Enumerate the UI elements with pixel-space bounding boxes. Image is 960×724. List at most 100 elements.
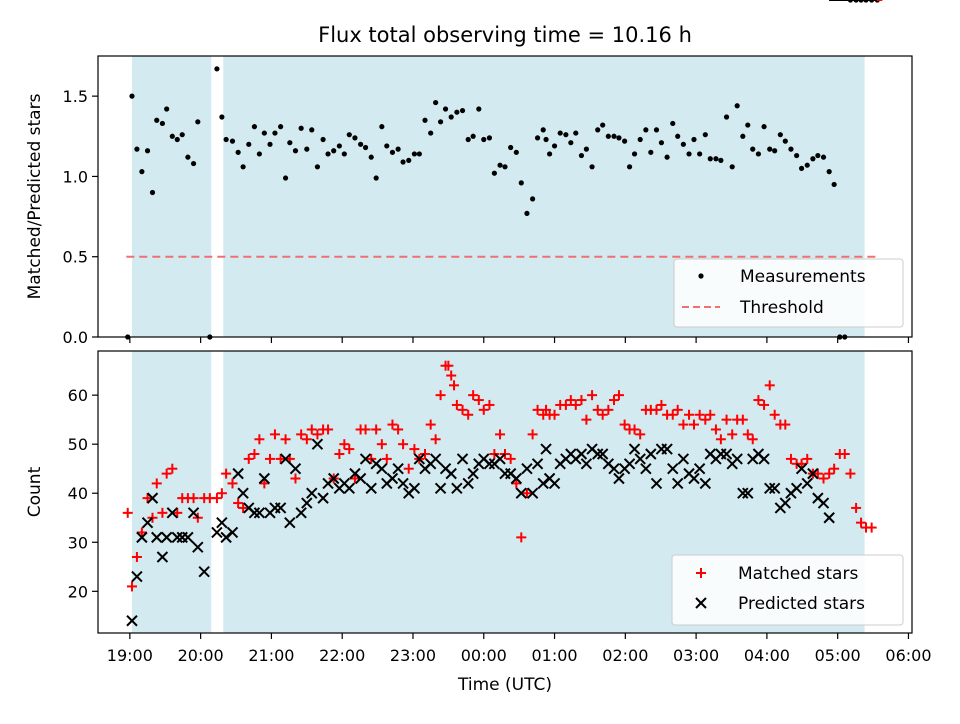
predicted-star-point <box>192 541 204 553</box>
matched-star-point <box>521 488 532 499</box>
matched-stars-series <box>122 0 883 592</box>
matched-star-point <box>334 448 345 459</box>
x-tick-label: 06:00 <box>885 646 931 665</box>
measurement-point <box>298 125 304 131</box>
measurement-point <box>442 106 449 112</box>
predicted-star-point <box>672 477 684 490</box>
matched-star-point <box>457 404 468 415</box>
predicted-star-point <box>126 615 138 627</box>
measurement-point <box>358 141 364 147</box>
panel-counts: 20 30 40 50 60 19:00 20:00 21:00 22:00 23:00 00:0… <box>25 0 932 695</box>
predicted-star-point <box>483 458 496 470</box>
matched-star-point <box>747 434 758 445</box>
predicted-star-point <box>232 467 244 480</box>
predicted-star-point <box>737 487 749 499</box>
matched-star-point <box>463 409 474 420</box>
matched-star-point <box>478 404 489 415</box>
measurement-point <box>568 140 574 146</box>
predicted-star-point <box>301 497 313 509</box>
measurement-point <box>497 162 503 168</box>
matched-star-point <box>785 453 796 464</box>
matched-star-point <box>381 453 392 464</box>
matched-star-point <box>473 395 484 406</box>
matched-star-point <box>409 444 420 455</box>
measurement-point <box>341 151 347 157</box>
matched-star-point <box>188 493 199 504</box>
predicted-star-point <box>445 467 457 480</box>
matched-star-point <box>592 404 603 415</box>
measurement-point <box>788 146 794 152</box>
measurement-point <box>282 175 289 181</box>
matched-star-point <box>764 380 775 391</box>
legend-label-matched: Matched stars <box>738 564 858 584</box>
predicted-star-point <box>258 472 271 485</box>
matched-star-point <box>587 390 598 401</box>
measurement-point <box>246 141 252 147</box>
matched-star-point <box>742 429 753 440</box>
predicted-star-point <box>187 507 200 519</box>
measurement-point <box>718 157 724 163</box>
measurement-point <box>831 181 837 188</box>
measurement-point <box>164 106 170 112</box>
matched-star-point <box>451 399 462 410</box>
matched-star-point <box>527 429 538 440</box>
predicted-star-point <box>429 453 442 465</box>
measurement-point <box>583 146 590 152</box>
predicted-star-point <box>182 531 194 544</box>
measurement-point <box>139 169 145 175</box>
x-tick-label: 00:00 <box>461 646 507 665</box>
measurement-point <box>664 154 670 160</box>
matched-star-point <box>609 395 620 406</box>
predicted-star-point <box>758 453 770 465</box>
measurement-point <box>352 135 358 141</box>
measurement-point <box>185 154 191 160</box>
measurement-point <box>214 66 220 72</box>
measurement-point <box>755 151 762 157</box>
matched-star-point <box>780 419 791 430</box>
x-tick-label: 19:00 <box>107 646 153 665</box>
matched-star-point <box>753 395 764 406</box>
matched-star-point <box>259 478 270 489</box>
predicted-star-point <box>510 472 523 485</box>
predicted-star-point <box>156 551 169 563</box>
measurement-point <box>314 164 321 170</box>
matched-star-point <box>126 581 137 592</box>
legend-marker-predicted <box>695 597 707 609</box>
matched-star-point <box>802 453 813 464</box>
matched-star-point <box>449 380 460 391</box>
measurement-point <box>543 136 549 143</box>
matched-star-point <box>371 424 382 435</box>
matched-star-point <box>136 527 147 538</box>
measurement-point <box>219 114 225 120</box>
predicted-star-point <box>171 531 183 544</box>
predicted-star-point <box>354 472 367 485</box>
measurement-point <box>815 152 821 159</box>
matched-star-point <box>737 414 748 425</box>
measurement-point <box>223 136 229 143</box>
matched-star-point <box>684 409 695 420</box>
matched-star-point <box>280 434 291 445</box>
matched-star-point <box>446 370 457 381</box>
matched-star-point <box>727 429 738 440</box>
measurement-point <box>675 133 681 139</box>
measurement-point <box>229 138 236 144</box>
y-tick-label: 20 <box>68 582 88 601</box>
measurement-point <box>600 122 606 128</box>
predicted-star-point <box>823 512 835 524</box>
measurement-point <box>524 210 530 216</box>
predicted-star-point <box>136 531 148 544</box>
measurement-point <box>631 151 638 157</box>
measurement-point <box>304 146 310 152</box>
matched-star-point <box>151 478 162 489</box>
measurement-point <box>648 149 654 155</box>
matched-star-point <box>667 409 678 420</box>
matched-star-point <box>420 448 431 459</box>
matched-star-point <box>398 439 409 450</box>
bottom-x-ticks: 19:00 20:00 21:00 22:00 23:00 00:00 01:00 02:00… <box>107 633 932 665</box>
predicted-star-point <box>413 453 426 465</box>
measurement-point <box>702 132 708 138</box>
predicted-star-point <box>699 477 712 490</box>
predicted-star-point <box>531 458 544 470</box>
measurement-point <box>278 124 284 130</box>
